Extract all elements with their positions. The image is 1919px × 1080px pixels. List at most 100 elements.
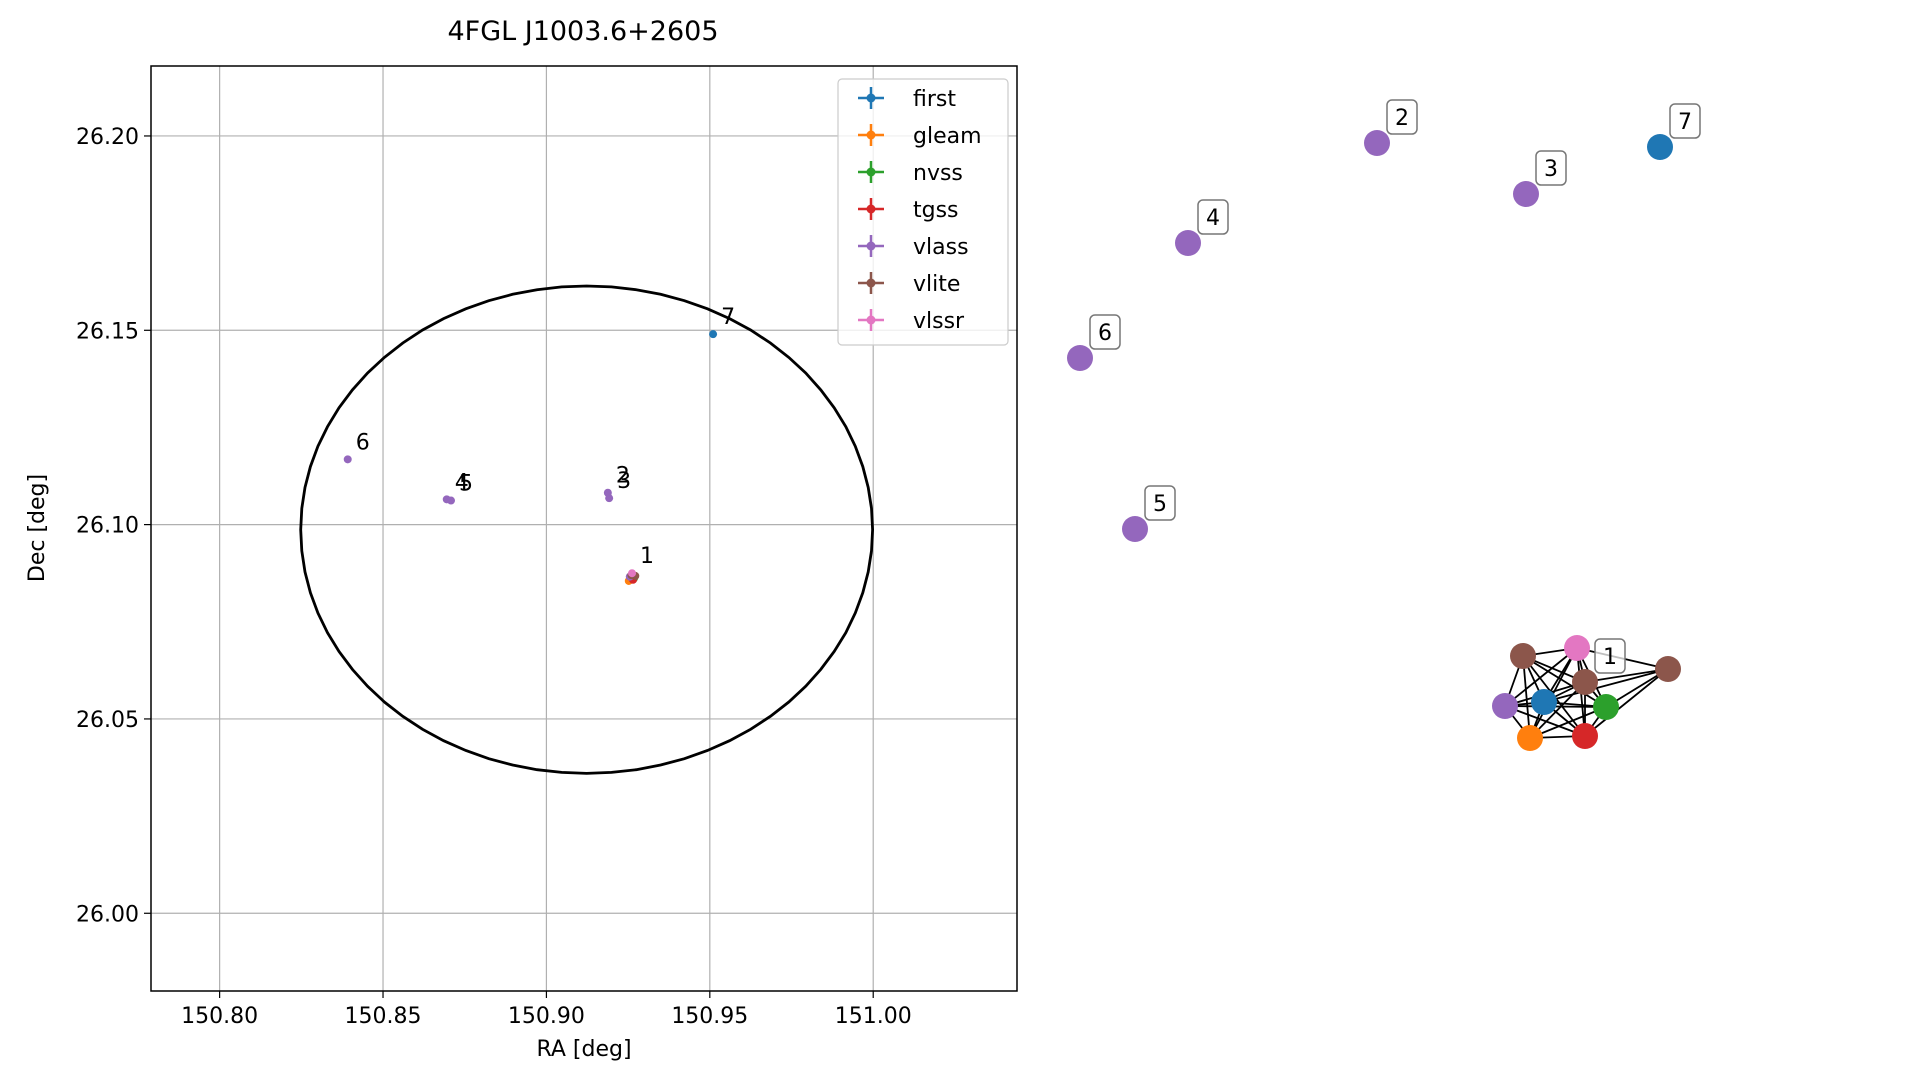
x-tick-label: 150.80: [181, 1004, 258, 1029]
legend-label: vlssr: [913, 309, 965, 334]
y-tick-label: 26.10: [76, 514, 139, 539]
node-label-text: 4: [1206, 206, 1220, 231]
node-label-box: [1594, 638, 1626, 674]
graph-node-nvss: [1593, 694, 1619, 720]
network-graph: 2 7 3 4 6 5 1: [1067, 99, 1701, 751]
node-label-box: [1669, 103, 1701, 139]
legend-label: gleam: [913, 124, 982, 149]
graph-node-first: [1647, 134, 1673, 160]
y-tick-label: 26.20: [76, 125, 139, 150]
graph-node-vlass: [1067, 345, 1093, 371]
data-markers: [343, 330, 718, 585]
legend-box: [837, 78, 1009, 346]
marker-vlass: [605, 494, 614, 503]
graph-edge: [1504, 705, 1586, 737]
legend-marker-dot: [866, 241, 876, 251]
graph-node-vlass: [1513, 181, 1539, 207]
legend-entry-nvss: nvss: [858, 161, 963, 186]
graph-node-label: 7: [1669, 103, 1701, 139]
y-tick-label: 26.00: [76, 902, 139, 927]
node-label-text: 7: [1678, 110, 1692, 135]
legend-entry-first: first: [858, 87, 956, 112]
node-label-text: 1: [1603, 645, 1617, 670]
marker-vlass: [446, 496, 455, 505]
node-label-box: [1089, 314, 1121, 350]
y-tick-label: 26.15: [76, 319, 139, 344]
chart-title: 4FGL J1003.6+2605: [447, 16, 718, 47]
node-label-box: [1535, 150, 1567, 186]
legend-marker-dot: [866, 130, 876, 140]
legend-label: vlite: [913, 272, 960, 297]
node-label-box: [1197, 199, 1229, 235]
marker-first: [709, 330, 718, 339]
graph-edge: [1543, 668, 1669, 703]
legend-entry-vlite: vlite: [858, 272, 960, 297]
graph-node-label: 6: [1089, 314, 1121, 350]
graph-edge: [1584, 668, 1669, 737]
graph-node-tgss: [1572, 723, 1598, 749]
graph-edge: [1504, 647, 1578, 707]
point-annotations: 7 23 45 6 1: [356, 305, 735, 569]
point-label: 2: [616, 464, 630, 489]
graph-node-vlass: [1122, 516, 1148, 542]
x-tick-label: 151.00: [835, 1004, 912, 1029]
point-label: 3: [617, 469, 631, 494]
legend-entries: first gleam nvss tgss vlass vlite vlssr: [858, 87, 982, 334]
marker-vlass: [343, 455, 352, 464]
legend: first gleam nvss tgss vlass vlite vlssr: [837, 78, 1009, 346]
legend-marker-dot: [866, 93, 876, 103]
graph-node-gleam: [1517, 725, 1543, 751]
graph-node-label: 3: [1535, 150, 1567, 186]
marker-vlssr: [628, 569, 637, 578]
legend-entry-vlass: vlass: [858, 235, 969, 260]
axes-frame: [150, 65, 1018, 992]
x-axis-label: RA [deg]: [536, 1037, 631, 1062]
legend-marker-dot: [866, 315, 876, 325]
x-tick-label: 150.85: [345, 1004, 422, 1029]
point-label: 5: [459, 472, 473, 497]
axis-ticks: 150.80 150.85 150.90 150.95 151.00 26.00 26.05…: [76, 125, 912, 1029]
point-label: 1: [640, 544, 654, 569]
legend-marker-dot: [866, 278, 876, 288]
graph-node-first: [1531, 689, 1557, 715]
node-label-text: 6: [1098, 321, 1112, 346]
graph-node-label: 1: [1594, 638, 1626, 674]
x-tick-label: 150.90: [508, 1004, 585, 1029]
point-label: 4: [455, 470, 469, 495]
node-label-box: [1144, 485, 1176, 521]
legend-label: first: [913, 87, 956, 112]
graph-edge: [1529, 681, 1586, 739]
graph-edge: [1529, 647, 1578, 739]
graph-node-vlssr: [1564, 635, 1590, 661]
graph-node-label: 5: [1144, 485, 1176, 521]
graph-node-vlite: [1572, 669, 1598, 695]
point-label: 7: [721, 305, 735, 330]
legend-entry-vlssr: vlssr: [858, 309, 965, 334]
graph-edge: [1529, 706, 1607, 739]
graph-node-label: 4: [1197, 199, 1229, 235]
graph-node-labels: 2 7 3 4 6 5 1: [1089, 99, 1701, 674]
graph-node-vlass: [1175, 230, 1201, 256]
graph-edge: [1522, 655, 1607, 708]
point-label: 6: [356, 430, 370, 455]
graph-edge: [1584, 668, 1669, 683]
graph-node-vlite: [1510, 643, 1536, 669]
x-tick-label: 150.95: [671, 1004, 748, 1029]
y-axis-label: Dec [deg]: [25, 474, 50, 582]
graph-node-vlass: [1364, 130, 1390, 156]
y-tick-label: 26.05: [76, 708, 139, 733]
graph-node-vlass: [1492, 693, 1518, 719]
uncertainty-ellipse: [299, 284, 875, 775]
legend-entry-gleam: gleam: [858, 124, 982, 149]
node-label-text: 5: [1153, 492, 1167, 517]
legend-entry-tgss: tgss: [858, 198, 959, 223]
node-label-text: 2: [1395, 106, 1409, 131]
legend-marker-dot: [866, 204, 876, 214]
graph-node-vlite: [1655, 656, 1681, 682]
graph-nodes: [1067, 130, 1681, 751]
node-label-text: 3: [1544, 157, 1558, 182]
legend-label: nvss: [913, 161, 963, 186]
legend-label: tgss: [913, 198, 959, 223]
